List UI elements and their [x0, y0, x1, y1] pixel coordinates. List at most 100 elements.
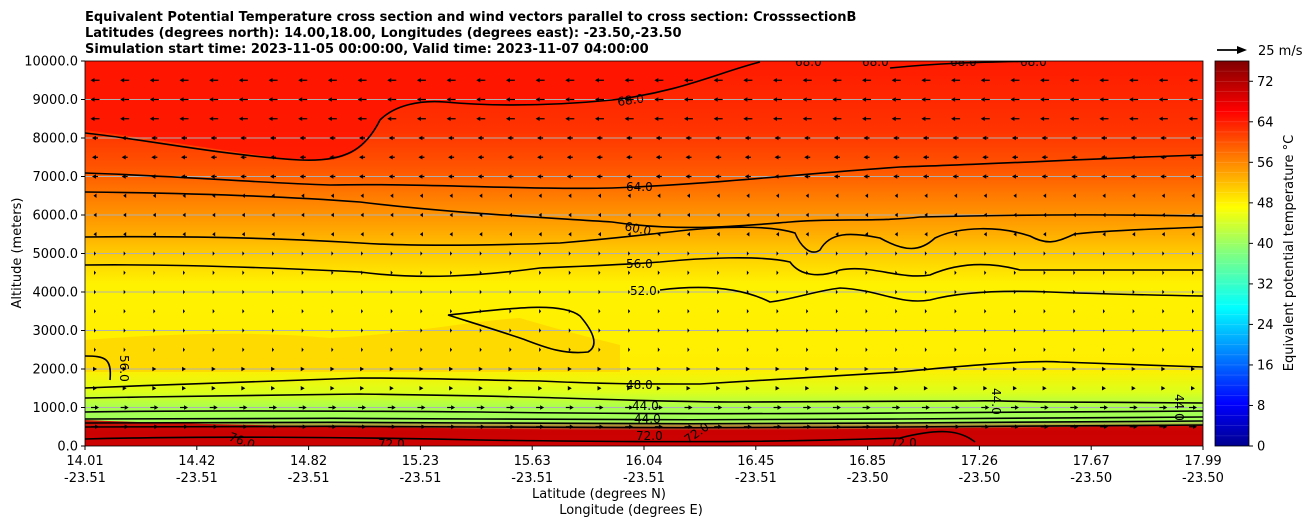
wind-vector-head	[594, 116, 599, 121]
wind-vector-head	[1071, 135, 1076, 141]
wind-vector-head	[685, 135, 690, 141]
wind-vector-head	[271, 193, 275, 198]
wind-vector-head	[597, 193, 601, 198]
y-tick-label: 0.0	[57, 440, 78, 455]
wind-vector-head	[301, 328, 304, 333]
wind-vector-head	[449, 386, 454, 391]
wind-vector-head	[746, 328, 749, 333]
chart-title-block: Equivalent Potential Temperature cross s…	[85, 10, 856, 57]
wind-vector-head	[95, 405, 99, 410]
wind-vector-head	[1190, 135, 1194, 141]
wind-vector-head	[509, 251, 512, 256]
wind-vector-head	[1192, 289, 1194, 295]
wind-vector-head	[391, 405, 396, 410]
wind-vector-head	[743, 116, 748, 121]
wind-vector-head	[93, 366, 97, 372]
wind-vector-head	[538, 212, 542, 218]
wind-vector-head	[388, 135, 393, 141]
wind-vector-head	[123, 212, 127, 218]
wind-vector-head	[390, 270, 393, 275]
wind-vector-head	[1073, 309, 1076, 314]
wind-vector-head	[925, 405, 930, 410]
wind-vector-head	[746, 193, 750, 198]
wind-vector-head	[300, 366, 305, 372]
wind-vector-head	[357, 116, 362, 121]
wind-vector-head	[955, 424, 960, 429]
wind-vector-head	[362, 405, 367, 410]
wind-vector-head	[893, 135, 898, 141]
wind-vector-head	[984, 251, 987, 256]
wind-vector-head	[895, 309, 898, 314]
wind-vector-head	[1072, 193, 1076, 198]
wind-vector-head	[183, 347, 186, 352]
wind-vector-head	[954, 232, 958, 237]
wind-vector-head	[272, 309, 275, 314]
y-tick-label: 2000.0	[33, 363, 79, 378]
quiver-key: 25 m/s	[1217, 44, 1303, 59]
wind-vector-head	[566, 135, 571, 141]
wind-vector-head	[301, 193, 305, 198]
wind-vector-head	[891, 116, 896, 121]
wind-vector-head	[273, 424, 278, 429]
wind-vector-head	[568, 193, 572, 198]
wind-vector-head	[242, 347, 245, 352]
wind-vector-head	[1160, 135, 1165, 141]
wind-vector-head	[508, 366, 513, 372]
wind-vector-head	[361, 328, 364, 333]
x-tick-label-lon: -23.51	[735, 471, 777, 486]
colorbar-tick-label: 56	[1257, 156, 1274, 171]
wind-vector-head	[1191, 386, 1195, 391]
wind-vector-head	[687, 309, 690, 314]
wind-vector-head	[1102, 212, 1106, 218]
wind-vector-head	[953, 366, 958, 372]
wind-vector-head	[241, 212, 245, 218]
wind-vector-head	[331, 309, 334, 314]
wind-vector-head	[806, 270, 809, 275]
contour-label: 64.0	[626, 180, 653, 194]
wind-vector-head	[1192, 328, 1194, 333]
contour-label: 68.0	[1020, 55, 1047, 69]
wind-vector-head	[153, 309, 156, 314]
wind-vector-head	[210, 174, 215, 179]
wind-vector-head	[776, 309, 779, 314]
wind-vector-head	[569, 405, 574, 410]
wind-vector-head	[895, 251, 898, 256]
wind-vector-head	[777, 405, 782, 410]
x-tick-label-lon: -23.51	[64, 471, 106, 486]
wind-vector-head	[418, 155, 423, 160]
wind-vector-head	[807, 405, 812, 410]
wind-vector-head	[865, 232, 869, 237]
wind-vector-head	[539, 347, 542, 352]
wind-vector-head	[270, 155, 275, 160]
wind-vector-head	[1071, 174, 1076, 179]
wind-vector-head	[1072, 232, 1076, 237]
wind-vector-head	[1188, 78, 1193, 83]
wind-vector-head	[480, 424, 485, 429]
wind-vector-head	[1192, 251, 1194, 256]
wind-vector-head	[153, 289, 156, 295]
wind-vector-head	[507, 135, 512, 141]
wind-vector-head	[421, 405, 426, 410]
wind-vector-head	[598, 347, 601, 352]
wind-vector-head	[654, 78, 659, 83]
wind-vector-head	[832, 116, 837, 121]
wind-vector-head	[864, 386, 869, 391]
wind-vector-head	[835, 289, 838, 295]
wind-vector-head	[1158, 78, 1163, 83]
wind-vector-head	[1100, 155, 1105, 160]
wind-vector-head	[629, 424, 634, 429]
wind-vector-head	[120, 97, 125, 102]
wind-vector-head	[94, 289, 96, 295]
wind-vector-head	[745, 366, 750, 372]
wind-vector-head	[716, 366, 721, 372]
wind-vector-head	[1191, 193, 1195, 198]
wind-vector-head	[272, 251, 275, 256]
wind-vector-head	[951, 97, 956, 102]
wind-vector-head	[985, 405, 990, 410]
wind-vector-head	[123, 347, 126, 352]
wind-vector-head	[984, 289, 987, 295]
contour-label: 68.0	[616, 91, 644, 109]
contour-label: 72.0	[378, 437, 405, 451]
wind-vector-head	[688, 424, 693, 429]
